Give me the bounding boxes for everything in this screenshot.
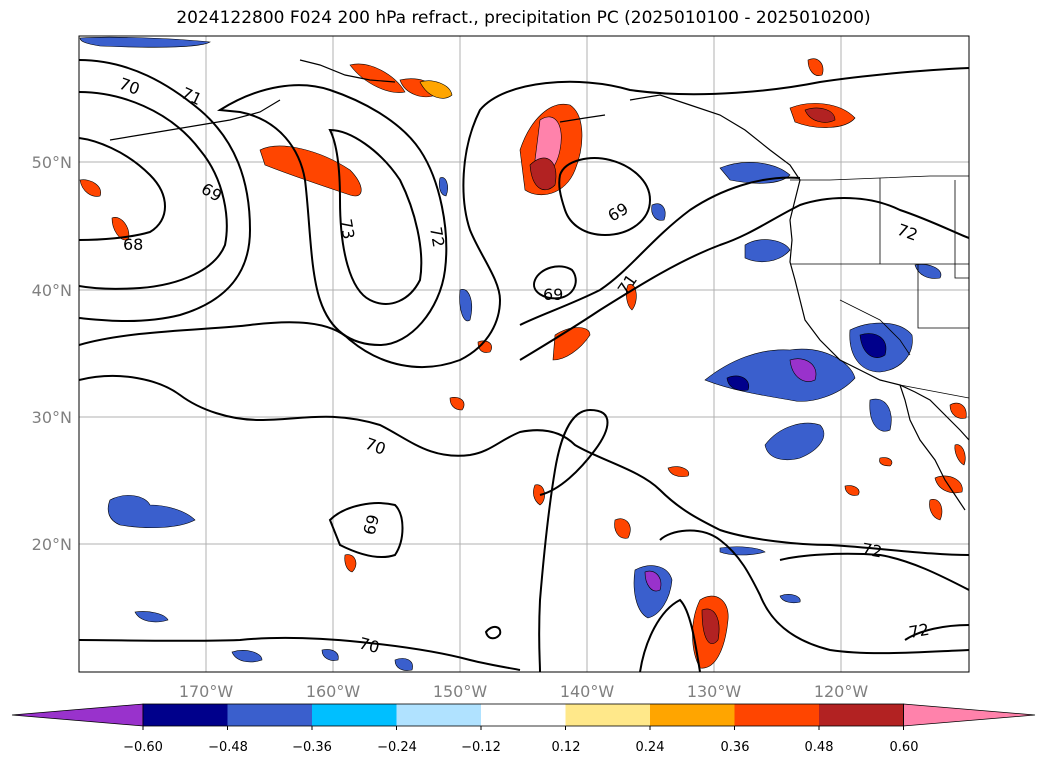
lon-label-150w: 150°W [433, 682, 488, 701]
contour-label: 69 [543, 285, 563, 304]
colorbar-label: −0.36 [292, 740, 332, 755]
colorbar-label: 0.60 [890, 740, 919, 755]
colorbar-label: −0.60 [123, 740, 163, 755]
colorbar-label: −0.24 [377, 740, 417, 755]
lon-label-140w: 140°W [560, 682, 615, 701]
colorbar-label: −0.12 [461, 740, 501, 755]
colorbar-border [142, 703, 904, 727]
colorbar-segment [650, 704, 735, 726]
colorbar-segment [565, 704, 651, 726]
lon-label-160w: 160°W [306, 682, 361, 701]
colorbar-label: 0.24 [636, 740, 665, 755]
colorbar-segment [734, 704, 820, 726]
map-title: 2024122800 F024 200 hPa refract., precip… [176, 8, 871, 28]
contour-label: 68 [123, 235, 143, 254]
colorbar-segment [312, 704, 397, 726]
colorbar-segment [227, 704, 313, 726]
contour-label: 72 [907, 620, 930, 642]
colorbar-label: −0.48 [208, 740, 248, 755]
contour-label: 72 [426, 225, 448, 248]
colorbar-segment [143, 704, 228, 726]
negative-precip-areas [79, 36, 942, 671]
lat-label-40n: 40°N [32, 281, 72, 300]
colorbar-segment [481, 704, 566, 726]
coastlines [109, 59, 969, 511]
colorbar-label: 0.48 [805, 740, 834, 755]
colorbar [11, 703, 1036, 730]
lat-label-20n: 20°N [32, 535, 72, 554]
contour-label: 72 [860, 539, 883, 561]
refractivity-contours [79, 59, 969, 672]
map-background [79, 36, 969, 672]
map-frame [78, 35, 970, 673]
colorbar-segment [396, 704, 482, 726]
colorbar-labels: −0.60 −0.48 −0.36 −0.24 −0.12 0.12 0.24 … [123, 740, 918, 755]
contour-label: 69 [360, 512, 384, 537]
positive-precip-areas [79, 58, 967, 669]
colorbar-extend-high [903, 703, 1036, 727]
lon-label-130w: 130°W [687, 682, 742, 701]
colorbar-label: 0.36 [721, 740, 750, 755]
lon-label-170w: 170°W [179, 682, 234, 701]
colorbar-extend-low [11, 703, 144, 727]
contour-label: 73 [336, 217, 358, 240]
longitude-labels: 170°W 160°W 150°W 140°W 130°W 120°W [179, 682, 869, 701]
lon-label-120w: 120°W [814, 682, 869, 701]
latitude-labels: 50°N 40°N 30°N 20°N [32, 153, 72, 554]
colorbar-segment [819, 704, 904, 726]
lat-label-30n: 30°N [32, 408, 72, 427]
colorbar-label: 0.12 [552, 740, 581, 755]
contour-label: 70 [357, 634, 382, 658]
lat-label-50n: 50°N [32, 153, 72, 172]
